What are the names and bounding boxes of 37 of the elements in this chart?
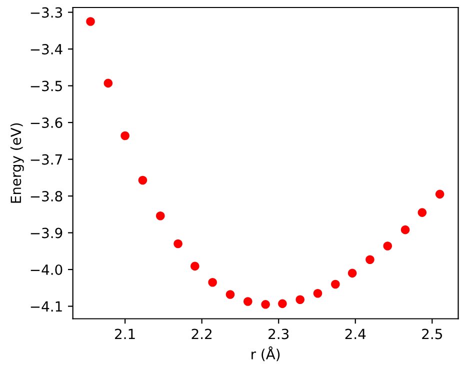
y-tick-label: −3.5: [30, 80, 62, 92]
x-tick-label: 2.3: [268, 328, 289, 340]
point: [261, 300, 270, 309]
y-tick-label: −3.4: [30, 44, 62, 54]
point: [418, 208, 427, 217]
y-tick-label: −3.6: [30, 117, 62, 128]
y-axis-title: Energy (eV): [10, 123, 24, 203]
x-tick-label: 2.5: [422, 328, 442, 340]
point: [208, 278, 217, 287]
y-tick-label: −4.0: [30, 264, 62, 275]
point: [86, 17, 95, 26]
point: [226, 290, 235, 299]
x-tick-label: 2.2: [192, 328, 212, 340]
point: [331, 280, 340, 289]
point: [156, 211, 165, 220]
point: [313, 289, 322, 298]
point: [244, 297, 252, 306]
y-tick-label: −3.7: [30, 154, 62, 165]
y-tick-label: −3.9: [30, 228, 62, 238]
x-tick-label: 2.1: [115, 328, 135, 340]
y-tick-label: −4.1: [30, 301, 62, 312]
point: [366, 255, 374, 264]
point: [138, 176, 148, 185]
x-tick-label: 2.4: [345, 328, 366, 340]
point: [435, 190, 444, 199]
y-tick-label: −3.8: [30, 190, 62, 202]
y-tick-label: −3.3: [30, 7, 62, 18]
point: [278, 299, 287, 308]
point: [383, 242, 392, 250]
point: [348, 268, 357, 278]
x-axis-title: r (Å): [252, 346, 280, 362]
point: [296, 295, 304, 304]
point: [400, 225, 410, 234]
point: [104, 78, 113, 88]
point: [120, 131, 130, 140]
point: [174, 239, 182, 248]
point: [190, 262, 200, 271]
